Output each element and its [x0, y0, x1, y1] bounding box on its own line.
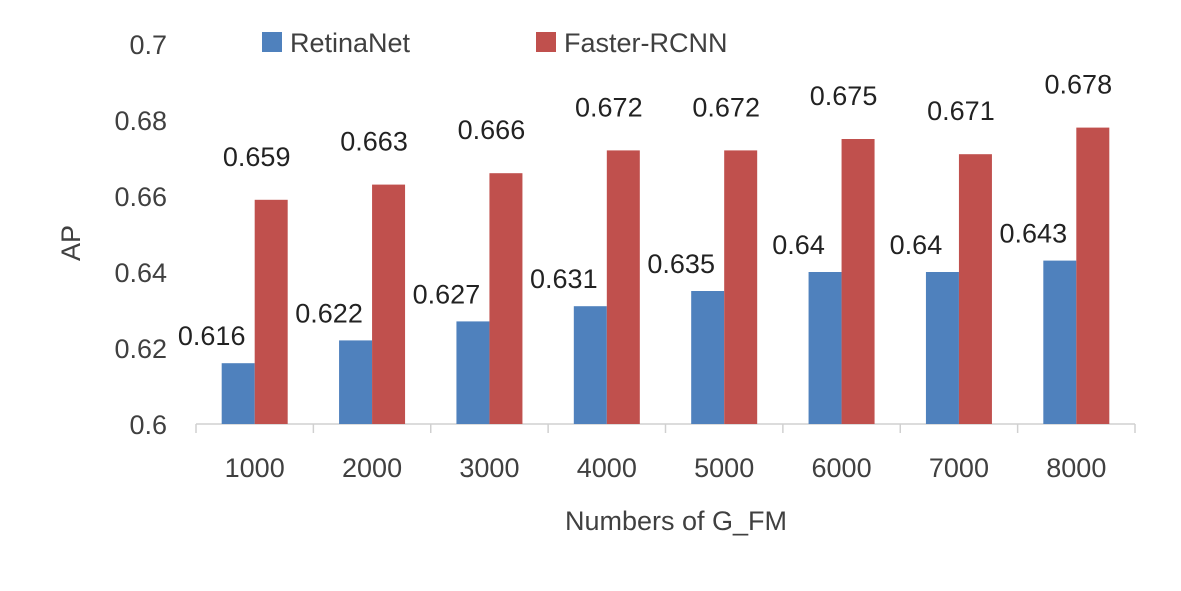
bar-faster-rcnn	[958, 154, 992, 424]
x-tick-label: 5000	[694, 453, 754, 483]
y-axis-title: AP	[56, 225, 86, 261]
bar-retinanet	[221, 363, 255, 424]
data-label: 0.675	[810, 81, 878, 111]
x-tick-label: 7000	[929, 453, 989, 483]
bar-faster-rcnn	[606, 150, 640, 424]
data-label: 0.666	[458, 115, 526, 145]
bar-retinanet	[1043, 260, 1077, 424]
data-label: 0.631	[530, 264, 598, 294]
bar-faster-rcnn	[724, 150, 758, 424]
x-axis-title: Numbers of G_FM	[565, 506, 787, 536]
data-label: 0.672	[575, 92, 643, 122]
bar-retinanet	[456, 321, 490, 424]
x-tick-label: 3000	[459, 453, 519, 483]
data-label: 0.635	[647, 249, 715, 279]
bar-retinanet	[925, 272, 959, 424]
data-label: 0.671	[927, 96, 995, 126]
legend-label: Faster-RCNN	[564, 28, 728, 58]
x-tick-label: 8000	[1046, 453, 1106, 483]
bar-faster-rcnn	[372, 184, 406, 424]
data-label: 0.64	[772, 230, 825, 260]
bar-faster-rcnn	[489, 173, 523, 424]
bar-faster-rcnn	[254, 199, 288, 424]
data-label: 0.627	[413, 279, 481, 309]
y-tick-label: 0.7	[129, 30, 167, 60]
data-label: 0.643	[1000, 219, 1068, 249]
y-tick-label: 0.64	[114, 258, 167, 288]
bar-retinanet	[339, 340, 373, 424]
legend-swatch	[536, 32, 556, 52]
legend: RetinaNet Faster-RCNN	[262, 28, 728, 58]
data-label: 0.622	[295, 298, 363, 328]
bar-retinanet	[808, 272, 842, 424]
data-labels: 0.616 0.622 0.627 0.631 0.635 0.64 0.64 0.643 0.…	[178, 70, 1112, 352]
y-tick-label: 0.6	[129, 410, 167, 440]
x-axis: 1000 2000 3000 4000 5000 6000 7000 8000	[195, 423, 1136, 483]
bar-faster-rcnn	[1076, 127, 1110, 424]
legend-swatch	[262, 32, 282, 52]
data-label: 0.659	[223, 142, 291, 172]
data-label: 0.616	[178, 321, 246, 351]
y-tick-label: 0.62	[114, 334, 167, 364]
x-tick-label: 4000	[577, 453, 637, 483]
legend-label: RetinaNet	[290, 28, 411, 58]
bars	[221, 127, 1110, 424]
data-label: 0.64	[890, 230, 943, 260]
data-label: 0.672	[692, 92, 760, 122]
data-label: 0.663	[340, 127, 408, 157]
bar-faster-rcnn	[841, 139, 875, 424]
x-tick-label: 1000	[225, 453, 285, 483]
y-tick-label: 0.66	[114, 182, 167, 212]
bar-retinanet	[573, 306, 607, 424]
data-label: 0.678	[1045, 70, 1113, 100]
y-tick-label: 0.68	[114, 106, 167, 136]
x-tick-label: 2000	[342, 453, 402, 483]
y-axis-ticks: 0.6 0.62 0.64 0.66 0.68 0.7	[114, 30, 167, 440]
x-tick-label: 6000	[812, 453, 872, 483]
bar-retinanet	[691, 291, 725, 424]
